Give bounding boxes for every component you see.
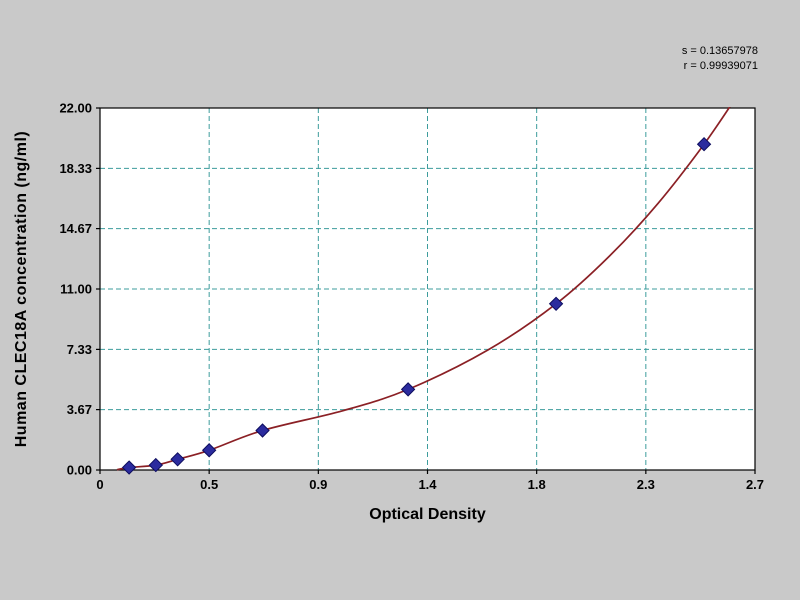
x-tick-label: 1.8 <box>528 477 546 492</box>
data-point <box>121 460 137 475</box>
fit-stat-r: r = 0.99939071 <box>683 60 758 72</box>
data-point <box>696 136 712 152</box>
x-tick-label: 2.3 <box>637 477 655 492</box>
y-tick-label: 7.33 <box>67 342 92 357</box>
x-axis-title: Optical Density <box>369 506 486 523</box>
x-tick-label: 0.9 <box>309 477 327 492</box>
fit-curve <box>116 107 731 471</box>
y-tick-label: 0.00 <box>67 463 92 478</box>
data-point <box>170 452 185 467</box>
data-point <box>148 457 164 473</box>
y-tick-label: 3.67 <box>67 402 92 417</box>
fit-statistics: s = 0.13657978 r = 0.99939071 <box>682 44 758 74</box>
y-tick-label: 18.33 <box>59 161 92 176</box>
x-tick-label: 1.4 <box>418 477 437 492</box>
fit-stat-s: s = 0.13657978 <box>681 45 758 57</box>
y-tick-label: 14.67 <box>59 221 92 236</box>
x-tick-label: 0 <box>96 477 103 492</box>
x-tick-label: 0.5 <box>200 477 218 492</box>
x-tick-label: 2.7 <box>746 477 764 492</box>
data-point <box>201 443 217 458</box>
y-tick-label: 11.00 <box>60 282 92 297</box>
data-point <box>548 296 564 312</box>
data-point <box>255 423 270 438</box>
y-tick-label: 22.00 <box>59 101 92 116</box>
data-point <box>400 382 416 397</box>
